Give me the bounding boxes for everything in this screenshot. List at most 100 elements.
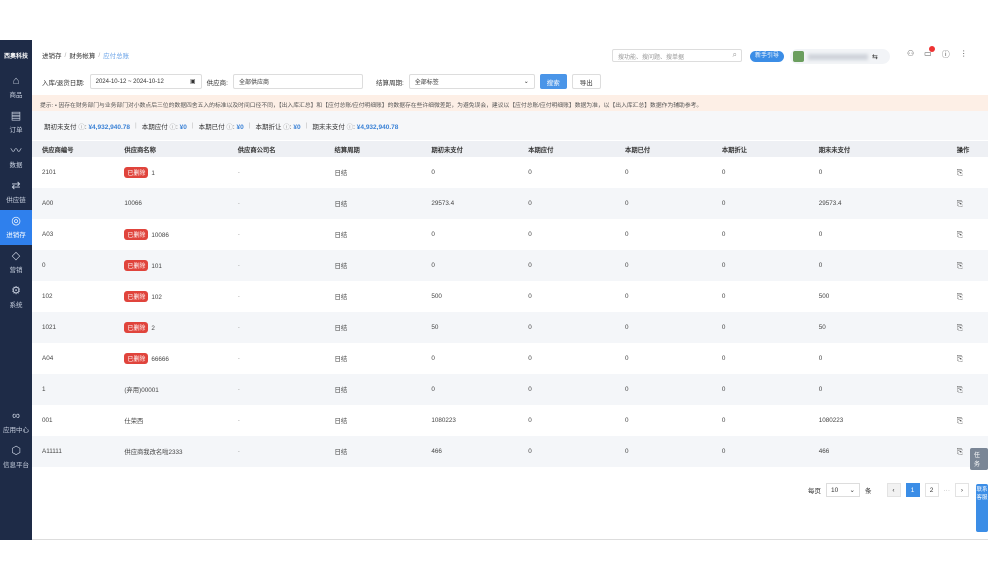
sidebar: 西奥科技 ⌂ 商品 ▤ 订单〰数据 ⇄ 供应链 ◎ 进销存 ◇ 营销 ⚙ 系统 ∞ 应用中心 ⬡ 信息平台 bbox=[0, 40, 32, 540]
supplier-name-text: 102 bbox=[151, 294, 162, 301]
period-payable: 0 bbox=[518, 312, 616, 343]
task-button[interactable]: 任务 bbox=[970, 448, 988, 470]
summary-label: 期初未支付 bbox=[44, 123, 77, 131]
company-name: - bbox=[227, 436, 325, 467]
global-search-input[interactable]: 搜功能、搜问题、搜单据 ⌕ bbox=[612, 49, 742, 62]
user-menu[interactable]: ⇆ bbox=[790, 49, 890, 64]
message-icon[interactable]: ▭ bbox=[924, 46, 935, 60]
page-size-select[interactable]: 10 ⌄ bbox=[826, 483, 860, 497]
detail-icon[interactable]: ⎘ bbox=[956, 415, 964, 425]
company-name: - bbox=[227, 250, 325, 281]
calendar-icon: ▣ bbox=[189, 79, 196, 85]
help-icon[interactable]: ⓘ bbox=[941, 50, 950, 59]
sidebar-item-order[interactable]: ▤ 订单 bbox=[0, 105, 32, 140]
settle-select[interactable]: 全部标签 ⌄ bbox=[408, 74, 535, 89]
customer-service-button[interactable]: 联系客服 bbox=[976, 484, 988, 532]
sidebar-item-label: 商品 bbox=[9, 92, 23, 99]
sidebar-item-label: 应用中心 bbox=[3, 427, 29, 434]
closing-unpaid: 500 bbox=[818, 293, 830, 300]
supplier-name-text: (弃用)00001 bbox=[124, 387, 159, 394]
period-discount: 0 bbox=[721, 293, 726, 300]
sidebar-item-bag[interactable]: ⌂ 商品 bbox=[0, 70, 32, 105]
closing-unpaid: 0 bbox=[808, 250, 947, 281]
detail-icon[interactable]: ⎘ bbox=[956, 384, 964, 394]
sidebar-item-label: 供应链 bbox=[6, 197, 26, 204]
help-icon[interactable]: ⓘ bbox=[283, 123, 290, 131]
export-button[interactable]: 导出 bbox=[571, 74, 601, 89]
column-header: 操作 bbox=[946, 141, 988, 157]
detail-icon[interactable]: ⎘ bbox=[956, 198, 964, 208]
opening-unpaid: 50 bbox=[421, 312, 519, 343]
summary-value: ¥0 bbox=[293, 123, 301, 131]
period-discount: 0 bbox=[711, 188, 809, 219]
opening-unpaid: 0 bbox=[431, 169, 435, 176]
sidebar-item-label: 信息平台 bbox=[3, 462, 29, 469]
sidebar-item-cube[interactable]: ⬡ 信息平台 bbox=[0, 440, 32, 475]
detail-icon[interactable]: ⎘ bbox=[956, 291, 964, 301]
detail-icon[interactable]: ⎘ bbox=[956, 167, 964, 177]
more-icon[interactable]: ⋮ bbox=[959, 49, 968, 58]
page-2[interactable]: 2 bbox=[924, 483, 939, 497]
guide-button[interactable]: 新手引导 bbox=[750, 51, 784, 62]
detail-icon[interactable]: ⎘ bbox=[956, 353, 964, 363]
sidebar-item-chart[interactable]: 〰数据 bbox=[0, 140, 32, 175]
detail-icon[interactable]: ⎘ bbox=[956, 446, 964, 456]
sidebar-item-tag[interactable]: ◇ 营销 bbox=[0, 245, 32, 280]
summary-label: 本期应付 bbox=[141, 123, 168, 131]
switch-icon[interactable]: ⇆ bbox=[872, 53, 878, 61]
supplier-code: A03 bbox=[42, 231, 54, 238]
breadcrumb-current: 应付总账 bbox=[103, 53, 130, 60]
period-payable: 0 bbox=[528, 231, 532, 238]
settle-label: 结算周期: bbox=[375, 79, 404, 87]
period-discount: 0 bbox=[721, 417, 726, 424]
help-icon[interactable]: ⓘ bbox=[226, 123, 233, 131]
period-payable: 0 bbox=[528, 355, 532, 362]
sidebar-item-apps[interactable]: ∞ 应用中心 bbox=[0, 405, 32, 440]
gear-icon: ⚙ bbox=[11, 285, 21, 297]
detail-icon[interactable]: ⎘ bbox=[956, 322, 964, 332]
supplier-code: 102 bbox=[42, 293, 53, 300]
help-icon[interactable]: ⓘ bbox=[169, 123, 177, 131]
supplier-input[interactable]: 全部供应商 bbox=[232, 74, 363, 89]
opening-unpaid: 29573.4 bbox=[421, 188, 519, 219]
summary-item: 本期折让 ⓘ: ¥0 bbox=[255, 123, 301, 131]
supplier-name-text: 66666 bbox=[151, 356, 169, 363]
breadcrumb-item[interactable]: 进销存 bbox=[42, 53, 62, 60]
settle-value: 全部标签 bbox=[414, 80, 439, 86]
settle-cycle: 日结 bbox=[334, 418, 348, 425]
notice-banner: 提示: • 因存在财务部门与业务部门对小数点后三位的数据四舍五入的标准以及时间口… bbox=[32, 95, 988, 111]
detail-icon[interactable]: ⎘ bbox=[956, 229, 964, 239]
help-icon[interactable]: ⓘ bbox=[346, 123, 354, 131]
page-1[interactable]: 1 bbox=[905, 483, 920, 497]
breadcrumb-item[interactable]: 财务帐算 bbox=[69, 53, 96, 60]
closing-unpaid: 0 bbox=[818, 231, 823, 238]
deleted-tag: 已删除 bbox=[124, 167, 149, 178]
per-page-label: 每页 bbox=[808, 488, 821, 495]
company-name: - bbox=[237, 231, 240, 238]
column-header[interactable]: 供应商名称 bbox=[114, 141, 228, 157]
next-page-button[interactable]: › bbox=[955, 483, 969, 497]
table-row: 1 (弃用)00001 - 日结 0 0 0 0 0 ⎘ bbox=[32, 374, 988, 405]
contacts-icon[interactable]: ⚇ bbox=[907, 49, 915, 58]
sidebar-item-supply[interactable]: ⇄ 供应链 bbox=[0, 175, 32, 210]
supplier-name-text: 供应商我改名啦2333 bbox=[124, 449, 183, 456]
supplier-code: 1021 bbox=[32, 312, 115, 343]
date-label: 入库/退货日期: bbox=[42, 79, 85, 87]
period-discount: 0 bbox=[721, 169, 726, 176]
closing-unpaid: 50 bbox=[808, 312, 947, 343]
period-paid: 0 bbox=[615, 250, 712, 281]
search-button[interactable]: 搜索 bbox=[539, 74, 567, 89]
sidebar-item-gear[interactable]: ⚙ 系统 bbox=[0, 280, 32, 315]
date-range-input[interactable]: 2024-10-12 ~ 2024-10-12 ▣ bbox=[89, 74, 202, 89]
summary-item: 本期应付 ⓘ: ¥0 bbox=[141, 123, 187, 131]
sidebar-item-inventory[interactable]: ◎ 进销存 bbox=[0, 210, 32, 245]
prev-page-button[interactable]: ‹ bbox=[886, 483, 901, 497]
help-icon[interactable]: ⓘ bbox=[78, 123, 85, 131]
detail-icon[interactable]: ⎘ bbox=[956, 260, 964, 270]
settle-cycle: 日结 bbox=[334, 232, 348, 239]
summary-item: 期末未支付 ⓘ: ¥4,932,940.78 bbox=[312, 123, 399, 131]
sidebar-item-label: 系统 bbox=[9, 302, 23, 309]
closing-unpaid: 29573.4 bbox=[808, 188, 947, 219]
supplier-name-text: 10086 bbox=[151, 232, 169, 239]
period-discount: 0 bbox=[711, 250, 809, 281]
